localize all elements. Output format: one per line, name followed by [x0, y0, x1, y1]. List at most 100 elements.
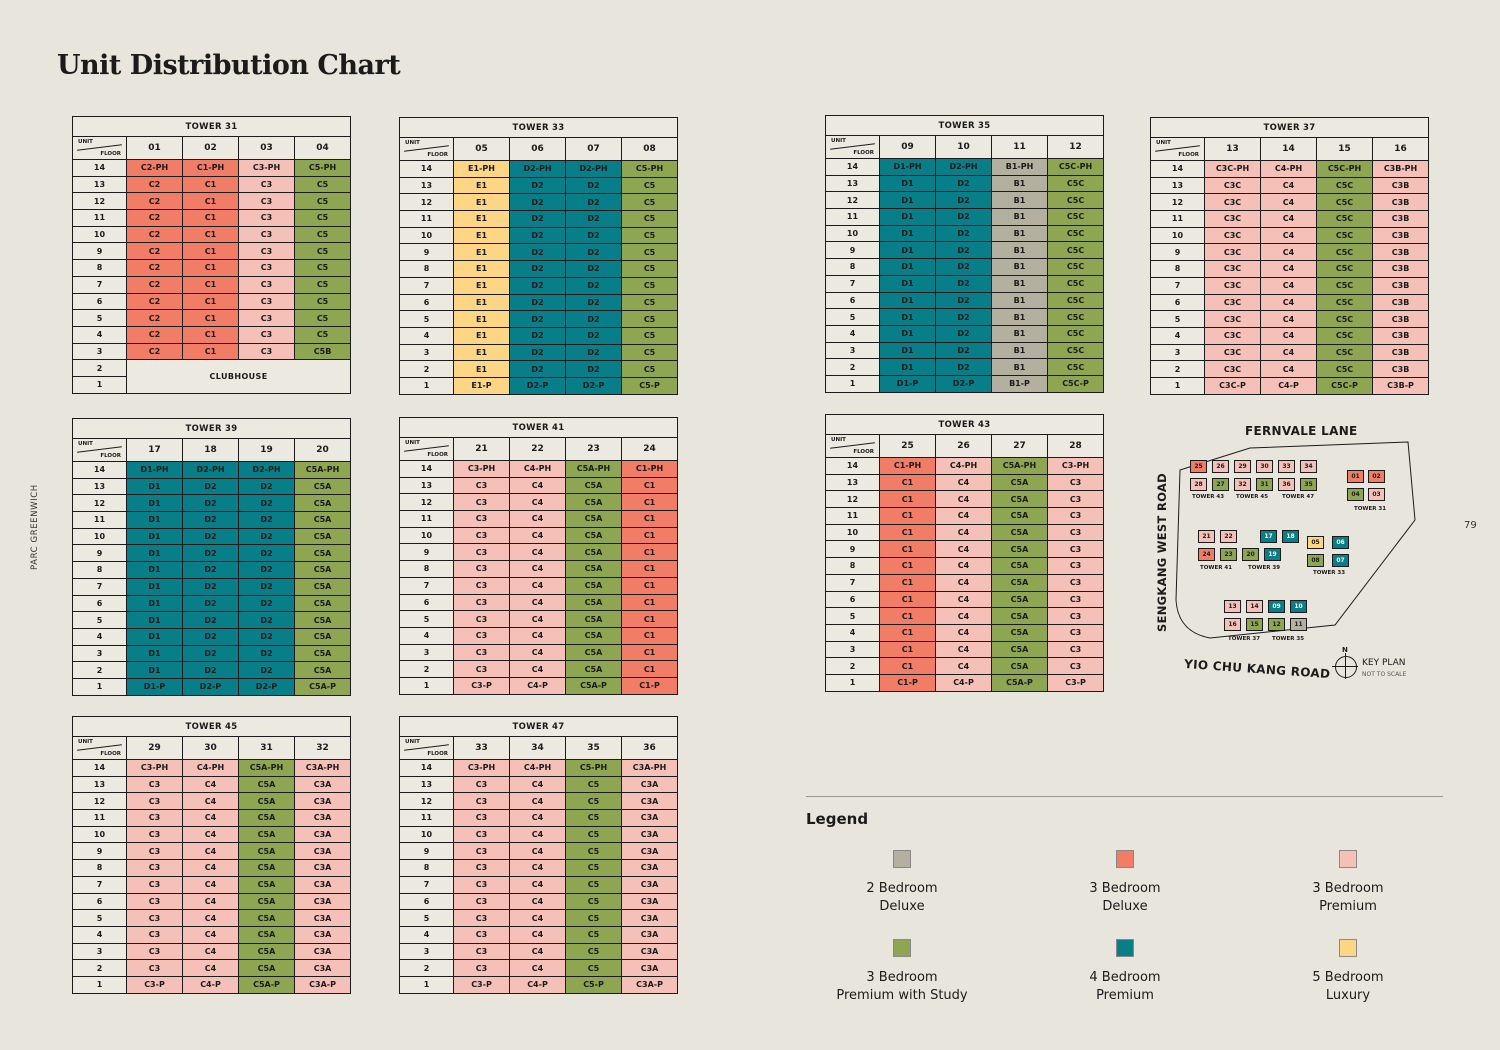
floor-row: 2 C3 C4 C5A C1 — [399, 660, 679, 678]
scale-note: NOT TO SCALE — [1362, 671, 1407, 678]
unit-number-header: 01 — [126, 136, 183, 160]
unit-type-cell: C3-PH — [453, 460, 510, 478]
unit-type-cell: C5C — [1046, 308, 1105, 326]
unit-type-cell: C3-P — [1046, 673, 1105, 692]
unit-type-cell: C1 — [182, 175, 239, 194]
floor-row: 12 D1 D2 B1 C5C — [825, 191, 1105, 210]
tower-label: TOWER 47 — [1282, 494, 1315, 500]
unit-type-cell: C5A-P — [565, 676, 622, 695]
building-14: 14 — [1246, 600, 1263, 613]
building-35: 35 — [1300, 478, 1317, 491]
unit-type-cell: D2-PH — [509, 160, 566, 178]
unit-type-cell: C3C — [1204, 360, 1261, 378]
floor-row: 5 C3C C4 C5C C3B — [1150, 310, 1430, 328]
floor-row: 13 C3 C4 C5 C3A — [399, 775, 679, 794]
floor-label: FLOOR — [427, 152, 448, 158]
unit-type-cell: C3B — [1371, 310, 1430, 328]
unit-type-cell: C3 — [453, 825, 510, 844]
unit-type-cell: C5C — [1316, 226, 1373, 245]
unit-type-cell: C5 — [620, 343, 679, 362]
floor-row: 5 C1 C4 C5A C3 — [825, 607, 1105, 625]
unit-type-cell: E1 — [453, 210, 510, 228]
unit-type-cell: C5A — [238, 959, 295, 977]
floor-number: 6 — [1150, 293, 1205, 312]
unit-type-cell: C5A-PH — [293, 461, 352, 479]
floor-row: 6 C2 C1 C3 C5 — [72, 292, 352, 311]
floor-row: 14 C3-PH C4-PH C5-PH C3A-PH — [399, 759, 679, 777]
floor-row: 10 E1 D2 D2 C5 — [399, 226, 679, 245]
floor-row: 6 C3 C4 C5A C3A — [72, 892, 352, 911]
unit-type-cell: C5A — [238, 909, 295, 927]
tower-title-row: TOWER 37 — [1149, 117, 1430, 138]
floor-number: 7 — [72, 577, 127, 596]
building-07: 07 — [1332, 554, 1349, 567]
tower-title-row: TOWER 31 — [71, 116, 352, 137]
unit-type-cell: D2 — [509, 176, 566, 195]
unit-type-cell: C5A — [293, 611, 352, 629]
unit-type-cell: C5 — [565, 792, 622, 811]
floor-row: 13 C2 C1 C3 C5 — [72, 175, 352, 194]
floor-number: 10 — [825, 224, 880, 243]
unit-type-cell: C3A — [293, 892, 352, 911]
unit-type-cell: D2-P — [509, 376, 566, 395]
unit-type-cell: C3 — [453, 643, 510, 662]
floor-number: 7 — [1150, 276, 1205, 295]
building-04: 04 — [1347, 488, 1364, 501]
unit-type-cell: D1 — [126, 661, 183, 679]
unit-type-cell: D2 — [509, 276, 566, 295]
unit-header-row: UNIT FLOOR 29 30 31 32 — [72, 736, 352, 760]
building-29: 29 — [1234, 460, 1251, 473]
floor-row: 1 — [72, 375, 351, 394]
building-28: 28 — [1190, 478, 1207, 491]
floor-number: 3 — [399, 942, 454, 961]
floor-number: 2 — [1150, 360, 1205, 378]
unit-type-cell: C4-PH — [935, 457, 992, 475]
unit-type-cell: D1 — [126, 477, 183, 496]
unit-type-cell: C5 — [620, 326, 679, 345]
unit-type-cell: C3B — [1371, 210, 1430, 228]
unit-type-cell: D1 — [126, 527, 183, 546]
floor-number: 11 — [72, 511, 127, 529]
unit-number-header: 06 — [509, 137, 566, 161]
unit-type-cell: C3 — [453, 576, 510, 595]
unit-type-cell: C1 — [620, 510, 679, 528]
unit-type-cell: C5A — [991, 557, 1048, 575]
unit-type-cell: D1 — [879, 274, 936, 293]
tower-table-41: TOWER 41 UNIT FLOOR 21 22 23 24 14 C3-PH C4-PH C5A… — [398, 417, 679, 695]
unit-type-cell: C4 — [1260, 360, 1317, 378]
unit-type-cell: D2-P — [935, 374, 992, 393]
unit-type-cell: D1 — [879, 324, 936, 343]
floor-number: 5 — [399, 909, 454, 927]
unit-type-cell: D2 — [238, 561, 295, 579]
building-20: 20 — [1242, 548, 1259, 561]
unit-type-cell: C5A-P — [238, 975, 295, 994]
unit-type-cell: C1 — [879, 657, 936, 675]
building-19: 19 — [1264, 548, 1281, 561]
unit-type-cell: C4 — [509, 892, 566, 911]
unit-type-cell: C5A — [991, 473, 1048, 492]
floor-row: 8 D1 D2 B1 C5C — [825, 258, 1105, 276]
unit-type-cell: C5A — [238, 775, 295, 794]
floor-row: 1 D1-P D2-P D2-P C5A-P — [72, 677, 352, 696]
unit-type-cell: C5-PH — [293, 159, 352, 177]
unit-type-cell: D2 — [935, 208, 992, 226]
floor-row: 2 C3C C4 C5C C3B — [1150, 360, 1430, 378]
building-33: 33 — [1278, 460, 1295, 473]
unit-type-cell: D1 — [126, 577, 183, 596]
unit-type-cell: C3 — [126, 892, 183, 911]
floor-number: 9 — [399, 243, 454, 262]
tower-title: TOWER 47 — [398, 716, 679, 737]
floor-number: 5 — [72, 909, 127, 927]
unit-type-cell: C5 — [620, 310, 679, 328]
floor-number: 14 — [72, 759, 127, 777]
floor-row: 2 E1 D2 D2 C5 — [399, 360, 679, 378]
floor-row: 11 C3C C4 C5C C3B — [1150, 210, 1430, 228]
floor-number: 8 — [72, 859, 127, 877]
unit-type-cell: C1 — [620, 526, 679, 545]
floor-number: 13 — [1150, 176, 1205, 195]
floor-row: 4 C3 C4 C5A C3A — [72, 925, 352, 944]
floor-number: 1 — [825, 673, 880, 692]
unit-type-cell: C3B — [1371, 176, 1430, 195]
floor-row: 3 C3C C4 C5C C3B — [1150, 343, 1430, 362]
diagonal-divider — [404, 744, 449, 751]
